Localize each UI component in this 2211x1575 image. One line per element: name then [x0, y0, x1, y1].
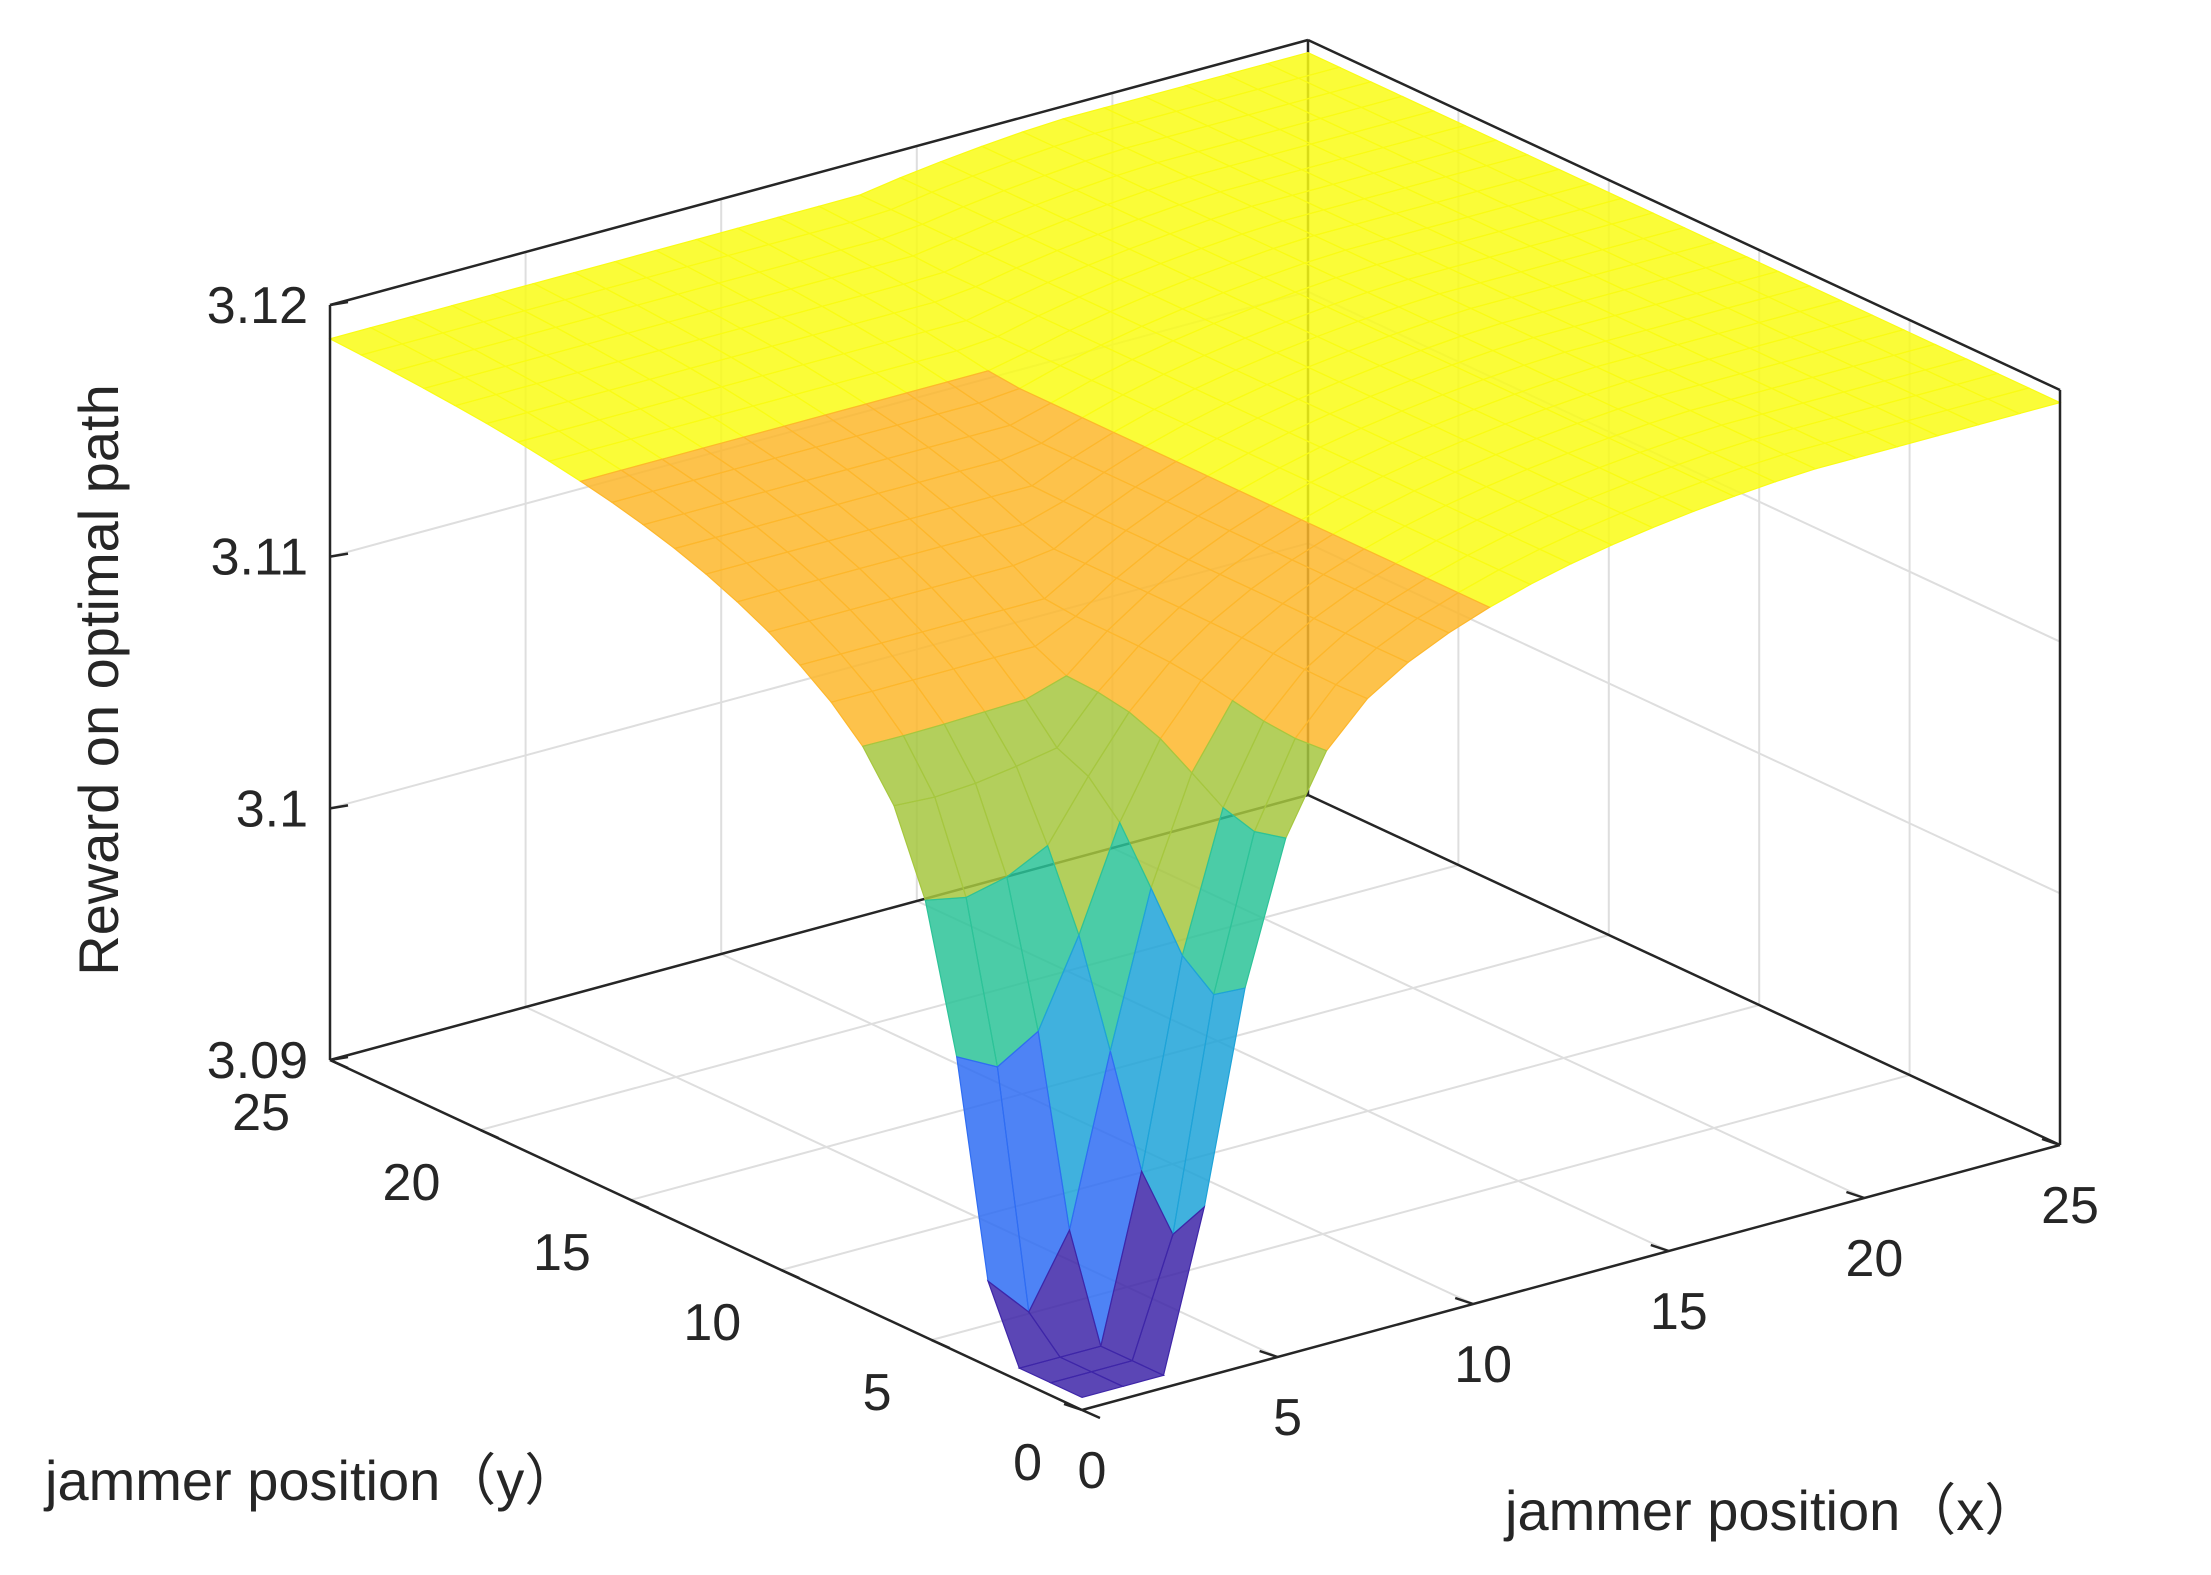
x-tick-mark [1454, 1296, 1474, 1306]
y-tick-label: 0 [1013, 1434, 1042, 1492]
z-tick-label: 3.12 [207, 277, 308, 335]
y-tick-label: 5 [863, 1364, 892, 1422]
y-tick-label: 25 [232, 1084, 290, 1142]
y-axis-title: jammer position（y） [43, 1449, 580, 1512]
x-tick-mark [1063, 1402, 1083, 1412]
x-tick-label: 5 [1273, 1389, 1302, 1447]
y-tick-mark [1081, 1408, 1101, 1420]
box-edge-front [1081, 1143, 2061, 1412]
y-tick-label: 20 [383, 1154, 441, 1212]
grid-line-floor-y [780, 1004, 1760, 1271]
x-tick-mark [2041, 1137, 2061, 1147]
x-tick-label: 20 [1845, 1230, 1903, 1288]
x-tick-mark [1846, 1190, 1865, 1200]
y-tick-mark [479, 1128, 499, 1140]
z-axis-title: Reward on optimal path [67, 384, 130, 975]
z-tick-mark [329, 1055, 349, 1062]
box-edge-front [329, 1058, 1083, 1412]
x-tick-label: 15 [1650, 1283, 1708, 1341]
y-tick-mark [329, 1058, 349, 1070]
y-tick-mark [780, 1268, 800, 1280]
z-tick-label: 3.09 [207, 1032, 308, 1090]
x-tick-mark [1650, 1243, 1670, 1253]
axes-front-edges [328, 300, 2062, 1420]
z-tick-mark [329, 804, 349, 810]
y-tick-label: 10 [683, 1294, 741, 1352]
box-edge [329, 38, 1309, 307]
z-tick-mark [329, 300, 349, 307]
x-tick-mark [1259, 1349, 1278, 1359]
x-tick-label: 25 [2041, 1177, 2099, 1235]
box-edge [1307, 38, 2061, 392]
box-edge [1307, 793, 2061, 1147]
z-tick-label: 3.1 [236, 780, 308, 838]
y-tick-mark [931, 1338, 951, 1350]
surface-patch [1048, 1371, 1125, 1399]
z-tick-label: 3.11 [211, 529, 308, 587]
surface-mesh [328, 51, 2062, 1399]
x-tick-label: 10 [1454, 1336, 1512, 1394]
y-tick-label: 15 [533, 1224, 591, 1282]
y-tick-mark [630, 1198, 650, 1210]
x-axis-title: jammer position（x） [1503, 1479, 2040, 1542]
z-tick-mark [329, 552, 349, 558]
x-tick-label: 0 [1078, 1442, 1107, 1500]
